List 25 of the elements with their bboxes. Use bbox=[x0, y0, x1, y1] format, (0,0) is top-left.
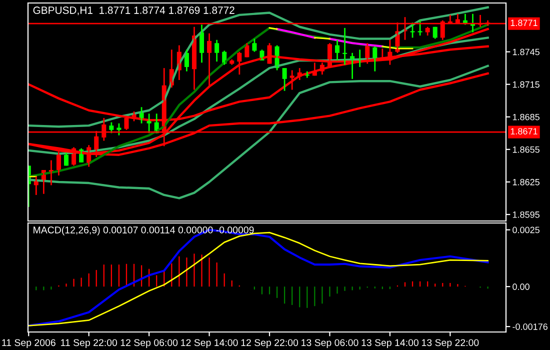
y-tick-label: 1.8715 bbox=[512, 81, 540, 88]
x-tick-label: 13 Sep 22:00 bbox=[422, 339, 479, 348]
candlestick bbox=[116, 122, 122, 136]
x-tick-label: 12 Sep 06:00 bbox=[120, 339, 178, 348]
y-tick-label: 1.8745 bbox=[512, 48, 540, 56]
ref-line-label: 1.8671 bbox=[510, 128, 538, 134]
y-tick-label: 0.00 bbox=[512, 284, 530, 290]
y-tick-label: 1.8625 bbox=[512, 178, 540, 186]
chart-title: GBPUSD,H1 1.8771 1.8774 1.8769 1.8772 bbox=[33, 6, 234, 16]
y-tick-label: 0.0025 bbox=[512, 226, 540, 234]
x-tick-label: 12 Sep 22:00 bbox=[241, 339, 298, 348]
candlestick bbox=[410, 22, 415, 38]
y-tick-label: -0.00176 bbox=[512, 324, 548, 330]
y-tick-label: 1.8685 bbox=[512, 114, 540, 120]
line-series bbox=[28, 6, 489, 128]
ref-line-label: 1.8771 bbox=[510, 20, 538, 26]
x-tick-label: 11 Sep 22:00 bbox=[61, 339, 118, 348]
x-tick-label: 11 Sep 2006 bbox=[2, 339, 56, 348]
candlestick bbox=[418, 20, 422, 36]
annotation: MACD(12,26,9) 0.00107 0.00114 0.00000 -0.00009 bbox=[34, 226, 254, 236]
y-tick-label: 1.8595 bbox=[512, 211, 540, 218]
y-tick-label: 1.8655 bbox=[512, 146, 540, 153]
x-tick-label: 13 Sep 06:00 bbox=[302, 339, 358, 348]
x-tick-label: 12 Sep 14:00 bbox=[181, 339, 238, 348]
x-tick-label: 13 Sep 14:00 bbox=[362, 339, 418, 348]
